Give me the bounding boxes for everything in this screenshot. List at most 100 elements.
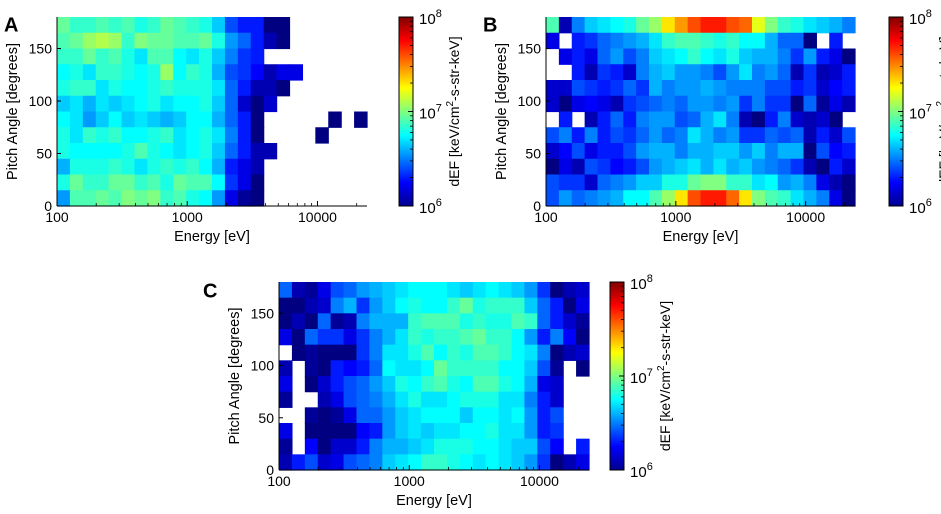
heatmap-cell — [584, 64, 599, 81]
heatmap-cell — [160, 158, 174, 176]
colorbar-tick-base: 10 — [630, 464, 647, 481]
heatmap-cell — [829, 48, 843, 65]
heatmap-cell — [636, 143, 650, 160]
heatmap-cell — [485, 407, 500, 424]
heatmap-cell — [446, 391, 461, 408]
heatmap-cell — [550, 438, 564, 455]
heatmap-cell — [803, 174, 817, 191]
heatmap-cell — [160, 64, 174, 81]
heatmap-cell — [421, 376, 435, 393]
heatmap-cell — [485, 360, 500, 377]
heatmap-cell — [571, 17, 586, 34]
colorbar-tick-label: 108 — [630, 273, 653, 293]
heatmap-cell — [356, 360, 371, 377]
panel-c: C 0 50 100 150 100 1000 10000 Energy [eV] Pitch A… — [203, 273, 673, 509]
heatmap-cell — [250, 158, 265, 176]
heatmap-cell — [108, 95, 123, 113]
heatmap-cell — [446, 313, 461, 330]
heatmap-cell — [304, 344, 319, 361]
heatmap-cell — [537, 438, 551, 455]
heatmap-cell — [563, 282, 577, 299]
heatmap-cell — [661, 111, 676, 128]
heatmap-cell — [121, 127, 136, 144]
heatmap-cell — [121, 143, 136, 160]
heatmap-cell — [816, 127, 830, 144]
heatmap-cell — [186, 48, 200, 65]
heatmap-cell — [82, 190, 97, 207]
heatmap-cell — [160, 48, 174, 65]
heatmap-cell — [571, 80, 586, 97]
heatmap-cell — [199, 64, 213, 81]
colorbar-tick-base: 10 — [909, 11, 926, 28]
heatmap-cell — [356, 313, 371, 330]
heatmap-cell — [121, 48, 136, 65]
heatmap-cell — [330, 344, 345, 361]
heatmap-cell — [382, 282, 396, 299]
heatmap-cell — [485, 391, 500, 408]
heatmap-cell — [224, 143, 239, 160]
heatmap-cell — [95, 127, 110, 144]
panel-label: C — [203, 281, 217, 303]
heatmap-cell — [842, 17, 856, 34]
heatmap-cell — [636, 190, 650, 207]
heatmap-cell — [395, 376, 409, 393]
heatmap-cell — [546, 143, 560, 160]
heatmap-cell — [674, 127, 689, 144]
heatmap-cell — [752, 190, 766, 207]
heatmap-cell — [661, 80, 676, 97]
heatmap-cell — [212, 143, 226, 160]
heatmap-cell — [343, 329, 358, 346]
colorbar-tick-base: 10 — [419, 11, 436, 28]
heatmap-cell — [421, 423, 435, 440]
heatmap-cell — [842, 174, 856, 191]
heatmap-cell — [713, 111, 727, 128]
heatmap-cell — [317, 423, 332, 440]
heatmap-cell — [291, 454, 306, 471]
heatmap-cell — [69, 174, 84, 191]
heatmap-cell — [584, 111, 599, 128]
heatmap-cell — [317, 454, 332, 471]
heatmap-cell — [382, 329, 396, 346]
heatmap-cell — [829, 111, 843, 128]
heatmap-cell — [134, 80, 149, 97]
y-axis-label: Pitch Angle [degrees] — [494, 43, 510, 180]
heatmap-cell — [395, 297, 409, 314]
heatmap-cell — [816, 17, 830, 34]
heatmap-cell — [108, 158, 123, 176]
heatmap-cell — [369, 360, 383, 377]
heatmap-cell — [408, 376, 422, 393]
heatmap-cell — [498, 297, 513, 314]
heatmap-cell — [69, 190, 84, 207]
heatmap-cell — [563, 313, 577, 330]
heatmap-cell — [69, 95, 84, 113]
heatmap-cell — [173, 111, 187, 128]
colorbar-tick-exponent: 6 — [926, 197, 932, 209]
heatmap-cell — [57, 174, 71, 191]
heatmap-cell — [764, 127, 779, 144]
heatmap-cell — [212, 17, 226, 34]
heatmap-cell — [369, 454, 383, 471]
heatmap-cell — [726, 127, 740, 144]
heatmap-cell — [434, 391, 448, 408]
heatmap-cell — [524, 329, 538, 346]
heatmap-cells — [546, 17, 856, 207]
heatmap-cell — [661, 95, 676, 113]
heatmap-cell — [498, 329, 513, 346]
heatmap-cell — [713, 143, 727, 160]
heatmap-cell — [546, 95, 560, 113]
heatmap-cell — [121, 32, 136, 50]
heatmap-cell — [623, 64, 637, 81]
heatmap-cell — [95, 95, 110, 113]
heatmap-cell — [829, 143, 843, 160]
heatmap-cell — [584, 190, 599, 207]
heatmap-cell — [610, 127, 624, 144]
heatmap-cell — [511, 391, 526, 408]
heatmap-cell — [108, 48, 123, 65]
heatmap-cell — [713, 64, 727, 81]
heatmap-cell — [186, 111, 200, 128]
colorbar-tick-exponent: 8 — [436, 8, 442, 20]
panel-b: B 0 50 100 150 100 1000 10000 Energy [eV] Pitch A… — [483, 8, 941, 245]
heatmap-cell — [459, 329, 474, 346]
panel-a: A 0 50 100 150 100 1000 10000 Energy [eV] Pitch A… — [4, 8, 462, 245]
heatmap-cell — [546, 158, 560, 176]
